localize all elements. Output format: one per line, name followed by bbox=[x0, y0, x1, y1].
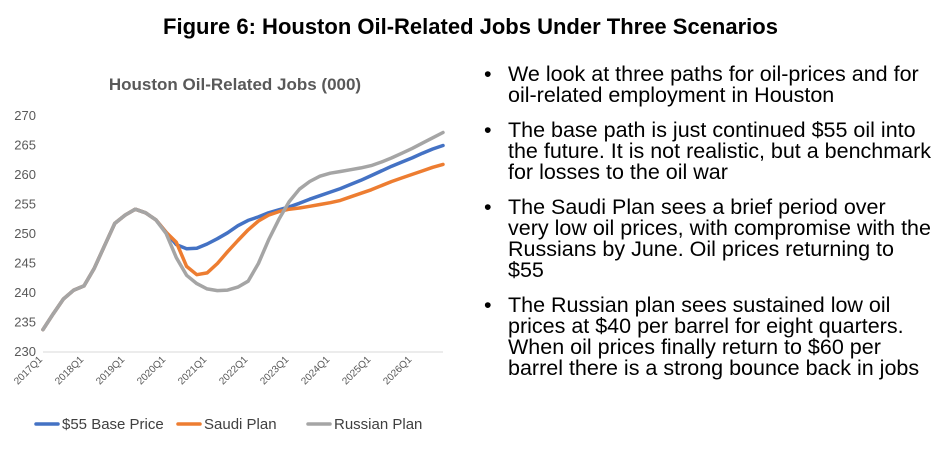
y-tick-label: 245 bbox=[14, 256, 36, 271]
bullet-item: • We look at three paths for oil-prices a… bbox=[484, 62, 919, 107]
bullet-list: • We look at three paths for oil-prices a… bbox=[482, 62, 932, 393]
bullet-item: • The base path is just continued $55 oil… bbox=[484, 118, 932, 184]
bullet-item: • The Russian plan sees sustained low oil… bbox=[484, 293, 920, 380]
bullet-text: The Russian plan sees sustained low oil … bbox=[508, 293, 920, 380]
x-tick-label: 2026Q1 bbox=[381, 354, 414, 387]
plot-area bbox=[41, 130, 445, 332]
legend-label: Saudi Plan bbox=[204, 416, 277, 433]
x-tick-label: 2017Q1 bbox=[12, 354, 45, 387]
y-tick-label: 240 bbox=[14, 285, 36, 300]
chart-title: Houston Oil-Related Jobs (000) bbox=[109, 75, 361, 94]
bullet-text: The Saudi Plan sees a brief period over … bbox=[508, 195, 931, 282]
legend-label: $55 Base Price bbox=[62, 416, 164, 433]
x-tick-label: 2019Q1 bbox=[94, 354, 127, 387]
x-tick-label: 2023Q1 bbox=[258, 354, 291, 387]
y-tick-label: 230 bbox=[14, 344, 36, 359]
x-tick-label: 2024Q1 bbox=[299, 354, 332, 387]
y-tick-label: 235 bbox=[14, 315, 36, 330]
bullet-text: We look at three paths for oil-prices an… bbox=[508, 62, 919, 107]
y-tick-label: 260 bbox=[14, 167, 36, 182]
bullet-item: • The Saudi Plan sees a brief period over… bbox=[484, 195, 931, 282]
y-axis: 230 235 240 245 250 255 260 265 270 bbox=[14, 108, 36, 359]
series-line-2 bbox=[41, 130, 445, 332]
x-tick-label: 2022Q1 bbox=[217, 354, 250, 387]
y-tick-label: 250 bbox=[14, 226, 36, 241]
y-tick-label: 255 bbox=[14, 197, 36, 212]
x-tick-label: 2020Q1 bbox=[135, 354, 168, 387]
figure-title: Figure 6: Houston Oil-Related Jobs Under… bbox=[163, 14, 778, 39]
x-tick-label: 2025Q1 bbox=[340, 354, 373, 387]
x-axis: 2017Q1 2018Q1 2019Q1 2020Q1 2021Q1 2022Q1 2023… bbox=[12, 351, 443, 387]
y-tick-label: 265 bbox=[14, 138, 36, 153]
y-tick-label: 270 bbox=[14, 108, 36, 123]
legend-label: Russian Plan bbox=[334, 416, 422, 433]
bullet-text: The base path is just continued $55 oil … bbox=[508, 118, 932, 184]
x-tick-label: 2021Q1 bbox=[176, 354, 209, 387]
line-chart: Houston Oil-Related Jobs (000) 230 235 240… bbox=[12, 75, 445, 433]
x-tick-label: 2018Q1 bbox=[53, 354, 86, 387]
legend: $55 Base Price Saudi Plan Russian Plan bbox=[34, 416, 422, 433]
